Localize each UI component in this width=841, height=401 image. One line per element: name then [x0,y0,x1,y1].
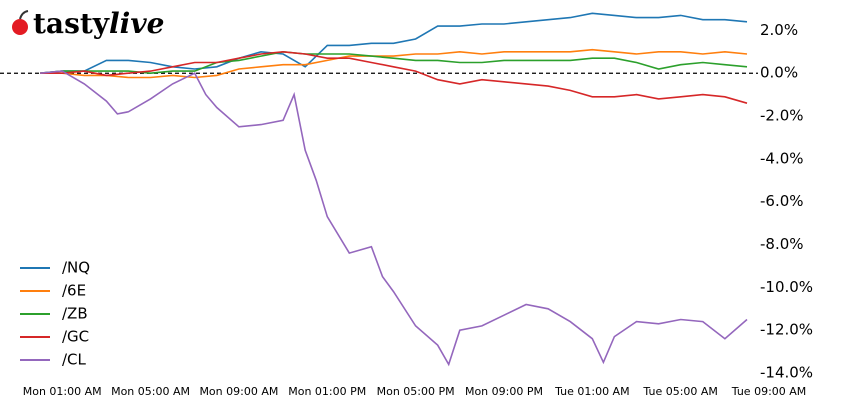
y-tick-label: 0.0% [760,64,798,82]
y-tick-label: -12.0% [760,321,813,339]
y-tick-label: -10.0% [760,278,813,296]
logo-text: tastylive [33,7,164,40]
x-tick-label: Tue 01:00 AM [554,385,630,398]
y-tick-label: -2.0% [760,107,804,125]
legend-label: /ZB [62,305,88,323]
logo-live: live [109,7,164,40]
legend-label: /NQ [62,259,90,277]
legend-label: /GC [62,328,89,346]
series-line [40,50,748,104]
logo-tasty: tasty [33,7,110,40]
logo: tastylive [12,7,164,40]
y-tick-label: 2.0% [760,21,798,39]
y-tick-label: -6.0% [760,192,804,210]
x-tick-label: Tue 05:00 AM [642,385,718,398]
y-tick-label: -14.0% [760,364,813,382]
series-line [40,48,748,79]
logo-cherry [12,19,28,35]
x-tick-label: Tue 09:00 AM [731,385,807,398]
x-tick-label: Mon 09:00 AM [199,385,278,398]
x-tick-label: Mon 05:00 PM [377,385,455,398]
series-line [40,12,748,74]
legend-label: /6E [62,282,86,300]
x-tick-label: Mon 05:00 AM [111,385,190,398]
x-tick-label: Mon 01:00 PM [288,385,366,398]
series-line [40,50,748,75]
x-tick-label: Mon 09:00 PM [465,385,543,398]
logo-stem [19,10,29,20]
legend-label: /CL [62,351,87,369]
y-tick-label: -8.0% [760,235,804,253]
y-tick-label: -4.0% [760,149,804,167]
x-tick-label: Mon 01:00 AM [23,385,102,398]
series-line [40,70,748,367]
